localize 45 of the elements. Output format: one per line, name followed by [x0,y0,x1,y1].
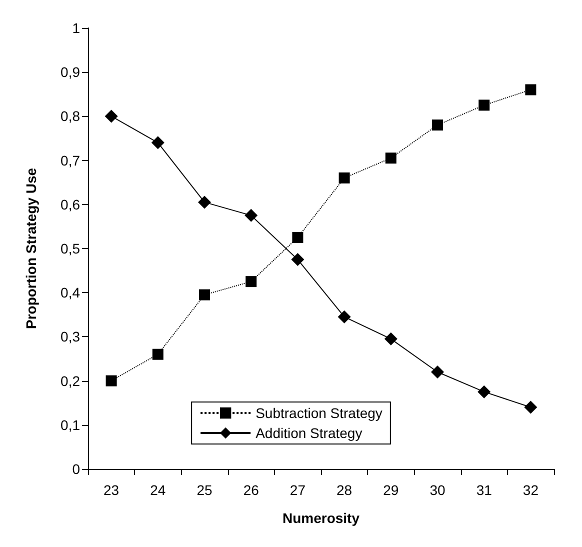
point [385,152,396,164]
x-tick-label: 23 [104,482,120,498]
y-tick-label: 0,7 [60,152,80,168]
point [478,100,490,111]
point [151,136,164,150]
point [525,84,536,96]
y-tick-label: 0,6 [60,196,80,212]
x-axis-title: Numerosity [282,510,360,526]
y-tick-label: 0,4 [60,284,80,301]
y-tick-label: 0,5 [60,240,80,256]
x-tick-label: 31 [476,482,492,498]
x-tick-label: 28 [336,482,352,498]
x-tick-label: 30 [430,482,446,498]
y-tick-label: 0 [72,461,80,477]
y-tick-label: 0,8 [60,108,80,124]
point [199,289,210,300]
x-tick-label: 26 [243,482,260,498]
point [338,172,350,184]
point [246,276,257,288]
point [198,196,211,209]
point [292,232,304,243]
y-tick-label: 0,3 [60,328,80,345]
point [431,365,444,378]
point [291,253,304,266]
y-tick-label: 0,2 [60,372,80,389]
legend-label: Subtraction Strategy [256,405,382,421]
point [106,375,117,386]
x-tick-label: 24 [150,482,166,498]
point [104,110,118,123]
point [524,400,538,414]
y-tick-label: 0,9 [60,64,80,80]
x-tick-label: 25 [196,482,212,498]
point [384,332,398,346]
y-tick-label: 1 [72,20,80,36]
point [478,385,491,398]
y-tick-label: 0,1 [60,416,80,433]
point [244,208,258,222]
point [152,348,164,360]
legend-label: Addition Strategy [256,425,362,441]
x-tick-label: 32 [522,482,539,498]
x-tick-label: 29 [383,482,399,498]
x-tick-label: 27 [290,482,306,498]
point [432,120,443,131]
y-axis-title: Proportion Strategy Use [23,168,39,330]
point [338,310,351,324]
